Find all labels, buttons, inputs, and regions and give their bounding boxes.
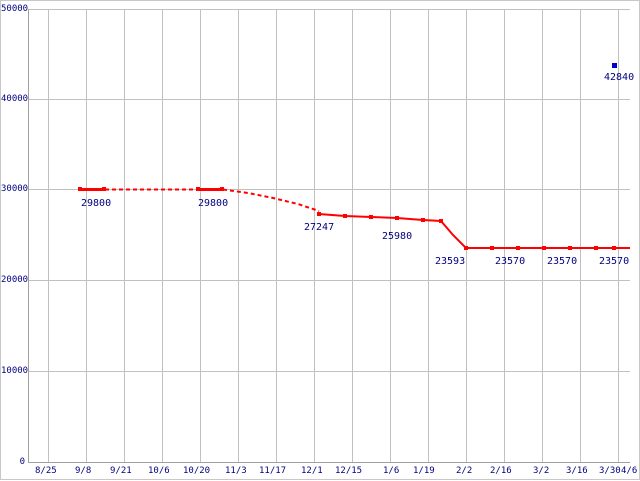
x-tick-label: 9/21 <box>110 466 132 476</box>
series-markers <box>78 187 616 250</box>
x-tick-label: 3/2 <box>533 466 550 476</box>
x-tick-label: 4/6 <box>621 466 638 476</box>
x-tick-label: 1/6 <box>383 466 400 476</box>
x-tick-label: 2/2 <box>456 466 473 476</box>
data-point-label: 27247 <box>304 222 335 233</box>
x-tick-label: 3/30 <box>599 466 621 476</box>
x-tick-label: 10/20 <box>183 466 211 476</box>
x-tick-label: 8/25 <box>35 466 57 476</box>
y-tick-label: 30000 <box>1 184 29 194</box>
outlier-point-label: 42840 <box>604 72 635 83</box>
outlier-marker <box>612 63 617 68</box>
y-tick-label: 40000 <box>1 94 29 104</box>
data-point-label: 23570 <box>495 256 526 267</box>
y-tick-label: 20000 <box>1 275 29 285</box>
y-tick-label: 10000 <box>1 366 29 376</box>
data-point-label: 29800 <box>81 198 112 209</box>
x-tick-label: 12/15 <box>335 466 363 476</box>
x-tick-label: 3/16 <box>566 466 588 476</box>
series-main-line <box>318 213 630 249</box>
y-tick-label: 50000 <box>1 4 29 14</box>
data-point-label: 23570 <box>547 256 578 267</box>
x-tick-label: 10/6 <box>148 466 170 476</box>
data-point-label: 25980 <box>382 231 413 242</box>
x-tick-label: 12/1 <box>301 466 323 476</box>
y-tick-label: 0 <box>19 457 25 467</box>
vertical-gridlines <box>48 9 619 462</box>
data-point-label: 23593 <box>435 256 466 267</box>
x-tick-label: 9/8 <box>75 466 92 476</box>
axis-lines <box>28 9 630 463</box>
data-point-label: 29800 <box>198 198 229 209</box>
horizontal-gridlines <box>28 9 630 372</box>
x-tick-label: 2/16 <box>490 466 512 476</box>
x-tick-label: 1/19 <box>413 466 435 476</box>
data-point-label: 23570 <box>599 256 630 267</box>
x-tick-label: 11/3 <box>225 466 247 476</box>
x-tick-label: 11/17 <box>259 466 287 476</box>
series-dashed-segment <box>105 188 320 212</box>
